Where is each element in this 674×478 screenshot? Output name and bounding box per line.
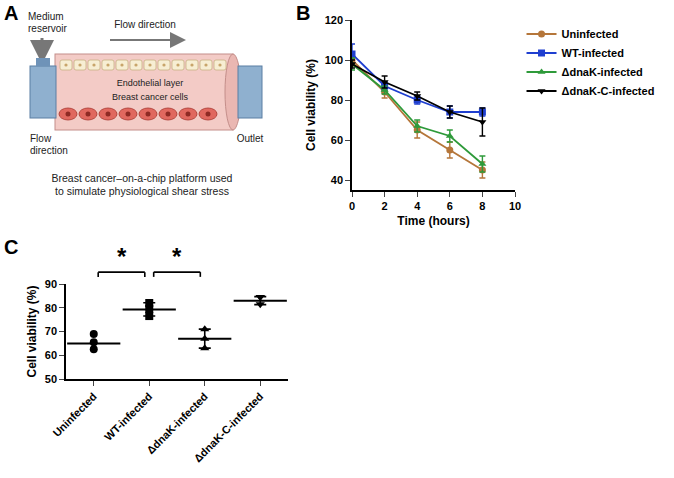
- svg-text:Uninfected: Uninfected: [562, 28, 619, 40]
- svg-text:ΔdnaK-infected: ΔdnaK-infected: [144, 390, 210, 456]
- svg-text:Flow: Flow: [30, 133, 52, 144]
- svg-text:10: 10: [509, 200, 521, 212]
- svg-text:70: 70: [45, 325, 57, 337]
- svg-text:ΔdnaK-infected: ΔdnaK-infected: [562, 66, 643, 78]
- svg-text:60: 60: [331, 134, 343, 146]
- svg-text:8: 8: [479, 200, 485, 212]
- svg-text:to simulate physiological shea: to simulate physiological shear stress: [55, 185, 229, 197]
- svg-text:ΔdnaK-C-infected: ΔdnaK-C-infected: [562, 85, 655, 97]
- svg-text:Cell viability (%): Cell viability (%): [25, 285, 39, 377]
- svg-text:Endothelial layer: Endothelial layer: [117, 78, 184, 88]
- svg-text:0: 0: [349, 200, 355, 212]
- svg-text:50: 50: [45, 373, 57, 385]
- svg-text:WT-infected: WT-infected: [102, 390, 155, 443]
- svg-text:Flow direction: Flow direction: [114, 19, 176, 30]
- svg-text:*: *: [172, 243, 182, 270]
- svg-text:100: 100: [325, 54, 343, 66]
- html-text:A: A: [4, 2, 19, 24]
- svg-text:80: 80: [331, 94, 343, 106]
- svg-text:40: 40: [331, 174, 343, 186]
- svg-text:Breast cancer cells: Breast cancer cells: [112, 92, 189, 102]
- svg-text:80: 80: [45, 302, 57, 314]
- svg-text:Outlet: Outlet: [237, 133, 264, 144]
- svg-text:Breast cancer–on-a-chip platfo: Breast cancer–on-a-chip platform used: [52, 172, 233, 184]
- html-text:C: C: [4, 236, 19, 258]
- svg-text:direction: direction: [30, 145, 68, 156]
- svg-text:60: 60: [45, 349, 57, 361]
- html-text:B: B: [296, 2, 311, 24]
- svg-text:Medium: Medium: [28, 11, 64, 22]
- svg-text:4: 4: [414, 200, 421, 212]
- svg-text:WT-infected: WT-infected: [562, 47, 624, 59]
- svg-text:*: *: [117, 243, 127, 270]
- svg-text:Cell viability (%): Cell viability (%): [304, 59, 318, 151]
- svg-text:Uninfected: Uninfected: [50, 390, 99, 439]
- svg-text:90: 90: [45, 278, 57, 290]
- svg-text:120: 120: [325, 14, 343, 26]
- svg-text:2: 2: [382, 200, 388, 212]
- svg-text:reservoir: reservoir: [28, 23, 68, 34]
- svg-text:Time (hours): Time (hours): [397, 214, 469, 228]
- svg-text:6: 6: [447, 200, 453, 212]
- svg-text:ΔdnaK-C-infected: ΔdnaK-C-infected: [191, 390, 265, 464]
